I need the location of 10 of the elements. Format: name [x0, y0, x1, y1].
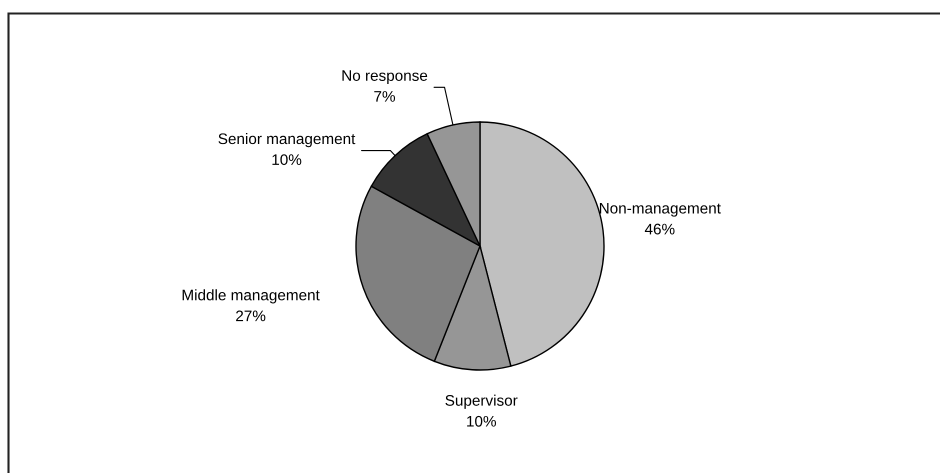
slice-label: Supervisor — [445, 394, 518, 409]
data-label: 10% — [272, 154, 302, 166]
data-label: 7% — [374, 91, 396, 102]
slice-label: Middle management — [182, 289, 320, 304]
data-label: 10% — [467, 416, 496, 427]
data-label: 46% — [644, 224, 675, 235]
data-label: 27% — [236, 310, 266, 322]
slice-label: Senior management — [218, 132, 356, 148]
slice-label: No response — [342, 70, 428, 84]
slice-label: Non-management — [600, 202, 721, 217]
